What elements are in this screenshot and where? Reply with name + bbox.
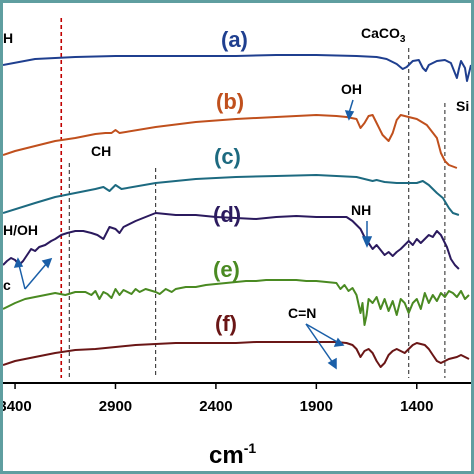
annotation-nh-oh: H/OH <box>3 222 38 238</box>
arrow-cn-2 <box>305 323 334 364</box>
annotation-c-small: c <box>3 277 11 293</box>
series-line-f <box>3 341 470 368</box>
series-label-d: (d) <box>213 202 241 227</box>
arrow-nh-oh-1 <box>24 262 48 290</box>
series-label-e: (e) <box>213 257 240 282</box>
arrow-nh-oh-2 <box>18 264 26 290</box>
series-label-f: (f) <box>215 311 237 336</box>
annotation-arrows <box>13 99 373 370</box>
arrow-cn-1-head <box>333 337 345 347</box>
x-tick-label-3: 1900 <box>300 398 333 415</box>
annotation-caco3: CaCO3 <box>361 25 406 45</box>
series-label-b: (b) <box>216 89 244 114</box>
series-line-e <box>3 279 470 326</box>
arrow-nh-head <box>361 236 373 248</box>
arrow-nh-oh-1-head <box>41 257 53 269</box>
reference-lines <box>60 18 446 378</box>
annotation-si: Si <box>456 98 469 114</box>
series-line-b <box>3 114 458 169</box>
x-tick-label-1: 2900 <box>99 398 132 415</box>
x-tick-label-2: 2400 <box>199 398 232 415</box>
annotation-ch: CH <box>91 143 111 159</box>
annotation-oh: OH <box>341 81 362 97</box>
series-line-a <box>3 54 471 82</box>
series-line-d <box>3 212 460 270</box>
spectra <box>3 54 471 368</box>
annotation-oh-top: H <box>3 30 13 46</box>
arrow-oh-head <box>344 110 355 121</box>
x-axis-title: cm-1 <box>209 440 256 469</box>
arrow-nh-oh-2-head <box>13 257 24 268</box>
series-label-a: (a) <box>221 27 248 52</box>
arrow-cn-2-head <box>327 357 337 370</box>
annotation-cn: C=N <box>288 305 316 321</box>
series-label-c: (c) <box>214 144 241 169</box>
x-axis-ticks: 3400 2900 2400 1900 1400 <box>3 383 433 415</box>
ftir-chart: (a) (b) (c) (d) (e) (f) H CaCO3 OH Si CH… <box>3 18 471 469</box>
x-tick-label-0: 3400 <box>3 398 32 415</box>
annotation-nh: NH <box>351 202 371 218</box>
x-tick-label-4: 1400 <box>400 398 433 415</box>
arrow-cn-1 <box>305 323 340 344</box>
series-line-c <box>3 174 460 216</box>
